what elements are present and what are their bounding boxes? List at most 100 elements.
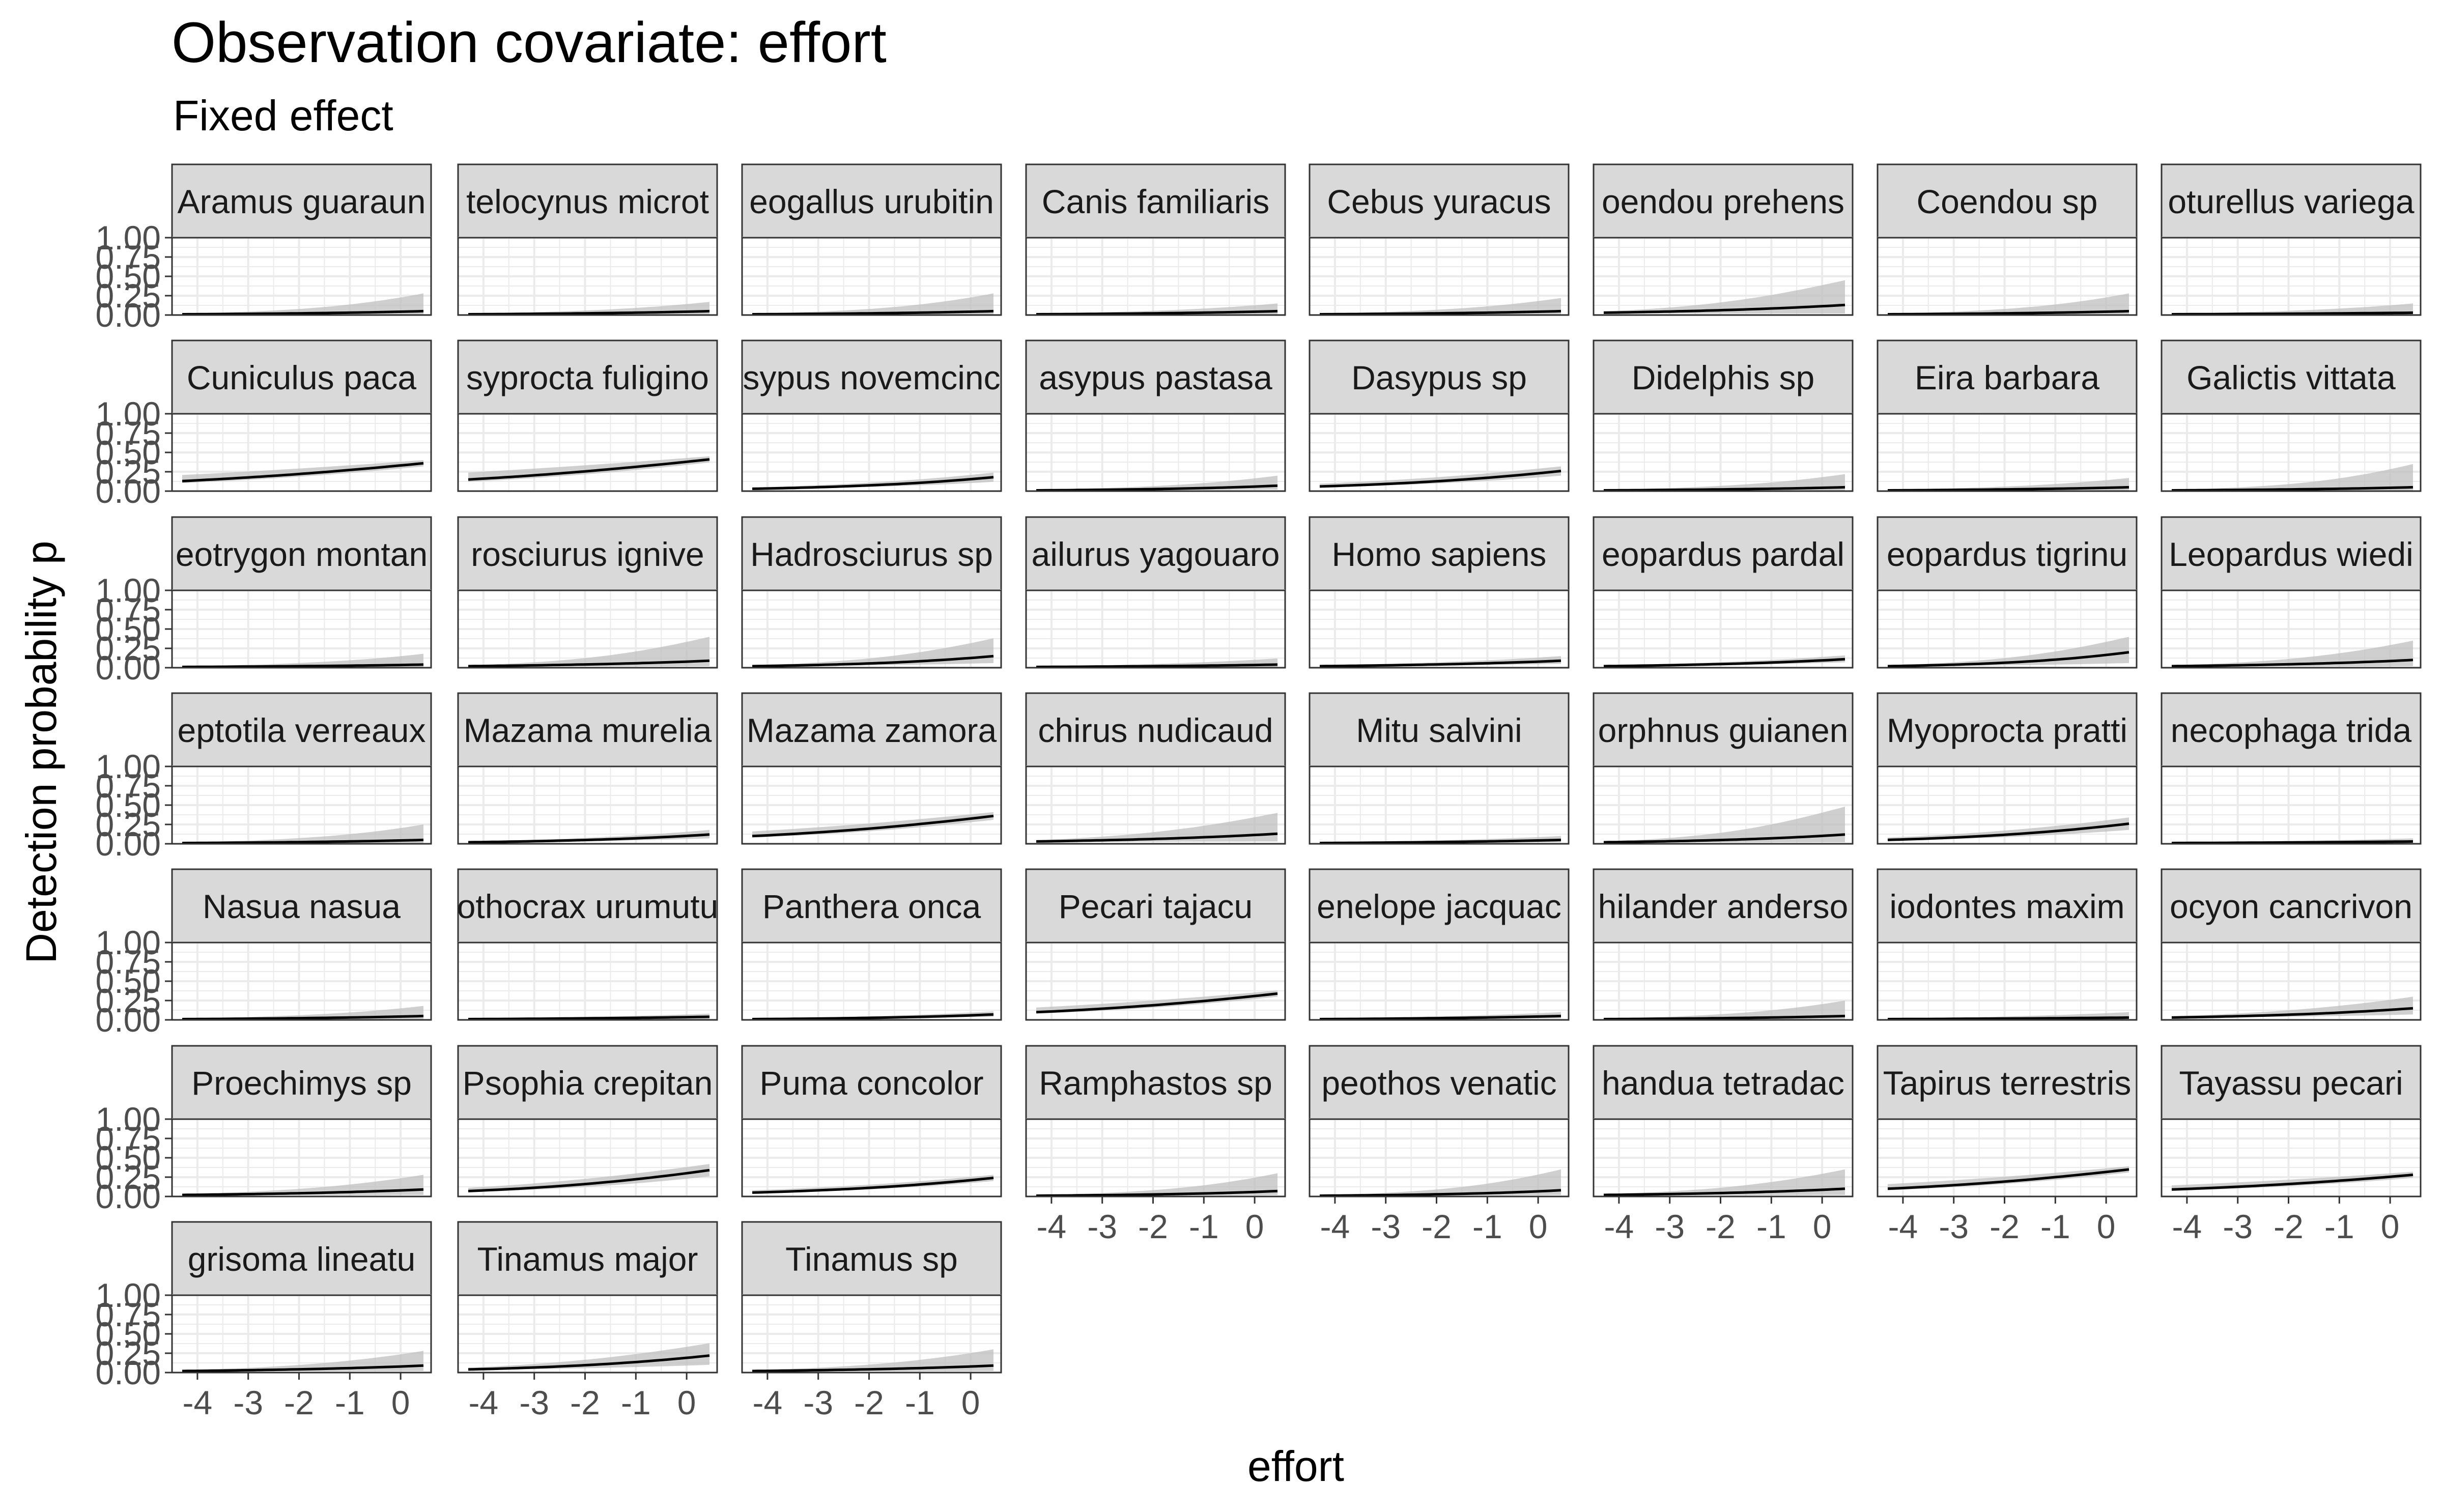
fit-line bbox=[2171, 1173, 2413, 1191]
ci-ribbon bbox=[752, 1175, 993, 1193]
facet-strip-label: Tayassu pecari bbox=[2179, 1064, 2403, 1102]
panel-border bbox=[1309, 589, 1570, 669]
y-tick-label: 0.75 bbox=[96, 238, 161, 276]
facet-strip-label: peothos venatic bbox=[1321, 1064, 1556, 1102]
facet-strip-label: handua tetradac bbox=[1602, 1064, 1844, 1102]
x-tick-label: -1 bbox=[1756, 1208, 1786, 1245]
facet-iodontes-maxim: iodontes maxim bbox=[1877, 868, 2138, 1021]
facet-strip-label: Mazama murelia bbox=[464, 711, 712, 749]
x-tick-label: 0 bbox=[677, 1384, 696, 1421]
facet-strip bbox=[171, 1221, 432, 1296]
ci-ribbon bbox=[468, 1164, 709, 1192]
facet-strip-label: sypus novemcinc bbox=[743, 359, 1000, 396]
panel-border bbox=[1309, 765, 1570, 845]
panel-border bbox=[2161, 237, 2422, 316]
panel-border bbox=[457, 413, 718, 492]
fit-line bbox=[1887, 1168, 2129, 1190]
facet-orphnus-guianen: orphnus guianen bbox=[1593, 692, 1854, 845]
fit-line bbox=[752, 1013, 994, 1020]
panel-border bbox=[741, 1294, 1002, 1374]
y-tick-label: 0.25 bbox=[96, 806, 161, 843]
fit-line bbox=[468, 1354, 710, 1371]
ci-ribbon bbox=[468, 1343, 709, 1371]
ci-ribbon bbox=[182, 1175, 423, 1195]
facet-tinamus-sp: Tinamus sp -4 -3 -2 -1 0 bbox=[741, 1221, 1002, 1421]
x-tick-label: -2 bbox=[1422, 1208, 1452, 1245]
fit-line bbox=[2171, 486, 2413, 492]
facet-pecari-tajacu: Pecari tajacu bbox=[1025, 868, 1286, 1021]
facet-strip bbox=[2161, 868, 2422, 944]
facet-strip-label: Coendou sp bbox=[1917, 183, 2098, 220]
facet-tinamus-major: Tinamus major -4 -3 -2 -1 0 bbox=[457, 1221, 718, 1421]
x-tick-label: -3 bbox=[519, 1384, 549, 1421]
facet-necophaga-trida: necophaga trida bbox=[2161, 692, 2422, 845]
facet-strip-label: grisoma lineatu bbox=[188, 1240, 416, 1278]
y-tick-label: 1.00 bbox=[96, 1100, 161, 1138]
facet-ailurus-yagouaro: ailurus yagouaro bbox=[1025, 516, 1286, 669]
ci-ribbon bbox=[752, 1349, 993, 1372]
ci-ribbon bbox=[1036, 813, 1277, 842]
facet-strip-label: Proechimys sp bbox=[191, 1064, 412, 1102]
x-tick-label: -3 bbox=[1371, 1208, 1401, 1245]
ci-ribbon bbox=[1604, 807, 1845, 843]
facet-strip-label: necophaga trida bbox=[2171, 711, 2412, 749]
x-tick-label: 0 bbox=[391, 1384, 410, 1421]
fit-line bbox=[752, 654, 994, 668]
facet-strip-label: Tapirus terrestris bbox=[1883, 1064, 2132, 1102]
facet-strip-label: Myoprocta pratti bbox=[1887, 711, 2127, 749]
fit-line bbox=[1036, 992, 1278, 1014]
x-tick-label: -4 bbox=[183, 1384, 213, 1421]
ci-ribbon bbox=[1604, 280, 1845, 313]
ci-ribbon bbox=[2172, 464, 2413, 491]
ci-ribbon bbox=[1320, 1169, 1561, 1196]
facet-enelope-jacquac: enelope jacquac bbox=[1309, 868, 1570, 1021]
facet-strip bbox=[457, 868, 718, 944]
panel-border bbox=[1025, 942, 1286, 1021]
panel-border bbox=[2161, 1118, 2422, 1197]
facet-strip-label: Leopardus wiedi bbox=[2169, 535, 2413, 573]
facet-strip-label: Puma concolor bbox=[759, 1064, 983, 1102]
facet-strip-label: telocynus microt bbox=[466, 183, 709, 220]
fit-line bbox=[182, 663, 424, 668]
panel-border bbox=[741, 1118, 1002, 1197]
facet-strip bbox=[171, 868, 432, 944]
x-tick-label: -2 bbox=[1990, 1208, 2020, 1245]
facet-leopardus-wiedi: Leopardus wiedi bbox=[2161, 516, 2422, 669]
facet-strip-label: Ramphastos sp bbox=[1039, 1064, 1272, 1102]
facet-strip-label: syprocta fuligino bbox=[466, 359, 709, 396]
x-tick-label: -2 bbox=[284, 1384, 314, 1421]
facet-syprocta-fuligino: syprocta fuligino bbox=[457, 339, 718, 492]
facet-strip bbox=[1593, 1045, 1854, 1120]
facet-galictis-vittata: Galictis vittata bbox=[2161, 339, 2422, 492]
facet-strip bbox=[1877, 868, 2138, 944]
panel-border bbox=[2161, 413, 2422, 492]
ci-ribbon bbox=[1604, 1001, 1845, 1020]
y-tick-label: 0.00 bbox=[96, 1354, 161, 1391]
panel-border bbox=[1593, 413, 1854, 492]
facet-strip bbox=[1025, 516, 1286, 591]
fit-line bbox=[468, 659, 710, 668]
facet-strip bbox=[171, 163, 432, 239]
y-tick-label: 1.00 bbox=[96, 219, 161, 256]
fit-line bbox=[1036, 1189, 1278, 1197]
facet-strip bbox=[1025, 339, 1286, 415]
facet-panels: Aramus guaraun0.000.250.500.751.00telocy… bbox=[96, 163, 2422, 1421]
chart-title: Observation covariate: effort bbox=[172, 11, 887, 74]
facet-cuniculus-paca: Cuniculus paca 0.000.250.500.751.00 bbox=[96, 339, 432, 510]
panel-border bbox=[1877, 589, 2138, 669]
y-tick-label: 0.00 bbox=[96, 1001, 161, 1039]
panel-border bbox=[457, 765, 718, 845]
facet-eotrygon-montan: eotrygon montan 0.000.250.500.751.00 bbox=[96, 516, 432, 687]
x-tick-label: -4 bbox=[753, 1384, 783, 1421]
facet-strip bbox=[2161, 163, 2422, 239]
fit-line bbox=[2171, 1007, 2413, 1019]
facet-strip bbox=[457, 339, 718, 415]
fit-line bbox=[1603, 1187, 1845, 1196]
ci-ribbon bbox=[1888, 817, 2129, 841]
y-tick-label: 0.50 bbox=[96, 1315, 161, 1353]
panel-border bbox=[1309, 942, 1570, 1021]
y-tick-label: 0.50 bbox=[96, 258, 161, 295]
